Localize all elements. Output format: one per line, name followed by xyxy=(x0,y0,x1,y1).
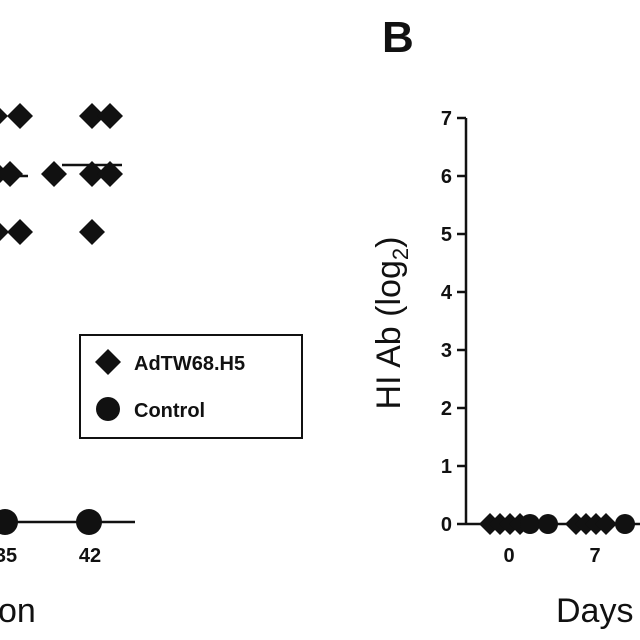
panel-a-point-circle xyxy=(0,509,18,535)
panel-b-ytick-label: 2 xyxy=(441,398,452,420)
panel-a-point-diamond xyxy=(0,108,8,124)
panel-b-ytick-label: 5 xyxy=(441,224,452,246)
legend-circle-marker xyxy=(96,397,120,421)
legend-diamond-marker xyxy=(95,349,121,375)
panel-b-point-circle xyxy=(538,514,558,534)
legend-box xyxy=(79,334,303,439)
legend-label-adtw68: AdTW68.H5 xyxy=(134,353,245,375)
panel-b-xlabel: Days xyxy=(556,592,633,630)
panel-b-ylabel: HI Ab (log2) xyxy=(370,237,413,410)
panel-b-point-circle xyxy=(520,514,540,534)
panel-b-ytick-label: 7 xyxy=(441,108,452,130)
panel-b-xtick-7: 7 xyxy=(589,545,600,567)
panel-b-point-circle xyxy=(615,514,635,534)
panel-a-point-diamond xyxy=(97,161,123,187)
panel-a-xtick-42: 42 xyxy=(79,545,101,567)
panel-a: 35 42 on AdTW68.H5 Control xyxy=(0,103,303,630)
panel-b-ylabel-subscript: 2 xyxy=(388,248,413,260)
panel-a-xlabel-fragment: on xyxy=(0,592,36,630)
panel-a-point-diamond xyxy=(7,103,33,129)
panel-b-xtick-0: 0 xyxy=(503,545,514,567)
panel-b-ytick-label: 6 xyxy=(441,166,452,188)
panel-b-ylabel-close: ) xyxy=(370,237,408,248)
panel-a-point-circle xyxy=(76,509,102,535)
panel-a-point-diamond xyxy=(41,161,67,187)
panel-b-ytick-label: 1 xyxy=(441,456,452,478)
panel-a-point-diamond xyxy=(79,103,105,129)
panel-a-xtick-35: 35 xyxy=(0,545,17,567)
panel-a-point-diamond xyxy=(79,161,105,187)
panel-a-point-diamond xyxy=(0,161,23,187)
panel-a-point-diamond xyxy=(0,223,9,241)
panel-b-ytick-label: 3 xyxy=(441,340,452,362)
panel-b-point-diamond xyxy=(595,513,617,535)
panel-a-point-diamond xyxy=(79,219,105,245)
panel-a-point-diamond xyxy=(7,219,33,245)
panel-b-label: B xyxy=(382,13,414,62)
panel-b-ylabel-main: HI Ab (log xyxy=(370,260,408,409)
panel-b-ytick-label: 4 xyxy=(441,282,453,304)
legend: AdTW68.H5 Control xyxy=(79,334,303,439)
panel-b-ytick-label: 0 xyxy=(441,514,452,536)
legend-label-control: Control xyxy=(134,400,205,422)
panel-a-point-diamond xyxy=(97,103,123,129)
